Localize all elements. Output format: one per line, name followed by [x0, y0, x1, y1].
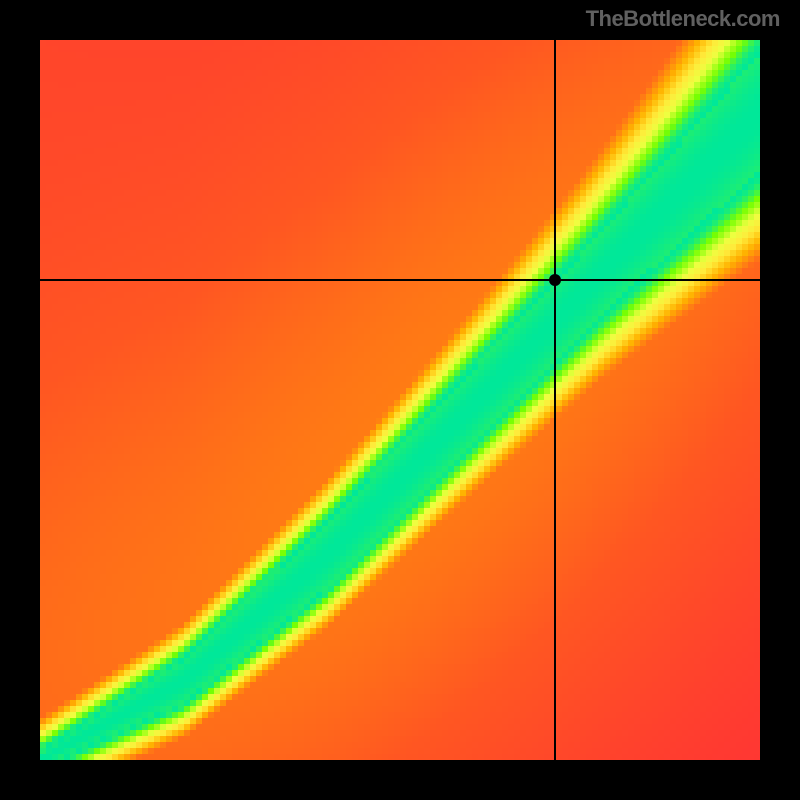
figure-container: TheBottleneck.com [0, 0, 800, 800]
attribution-text: TheBottleneck.com [586, 6, 780, 32]
bottleneck-heatmap [40, 40, 760, 760]
crosshair-vertical [554, 40, 556, 760]
crosshair-horizontal [40, 279, 760, 281]
crosshair-marker [549, 274, 561, 286]
